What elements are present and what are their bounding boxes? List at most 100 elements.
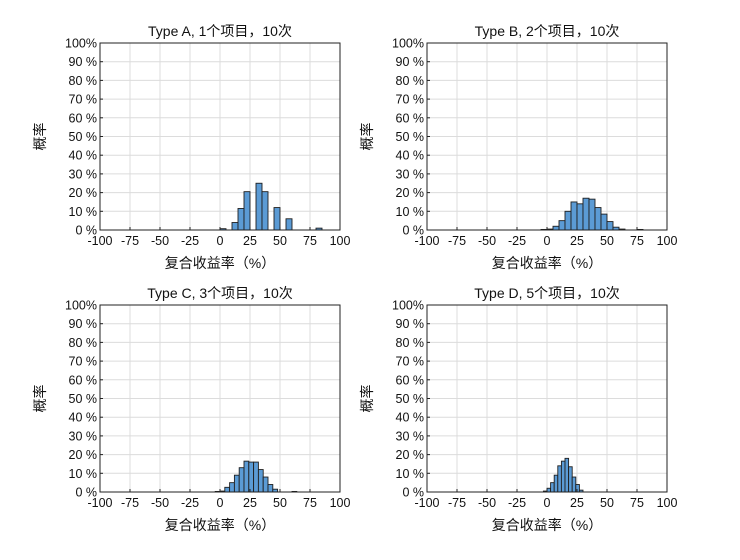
x-tick-label: 100 bbox=[330, 496, 351, 510]
histogram-bar bbox=[564, 210, 572, 231]
histogram-bar bbox=[238, 467, 245, 493]
y-tick-label: 50 % bbox=[69, 130, 98, 144]
y-tick-label: 60 % bbox=[69, 111, 98, 125]
chart-title: Type C, 3个项目，10次 bbox=[147, 285, 293, 301]
histogram-bar bbox=[273, 207, 281, 231]
y-tick-label: 0 % bbox=[75, 224, 97, 238]
y-tick-label: 10 % bbox=[396, 467, 425, 481]
x-tick-label: 100 bbox=[330, 234, 351, 248]
histogram-bar bbox=[231, 222, 239, 231]
histogram-bar bbox=[285, 218, 293, 231]
chart-title: Type A, 1个项目，10次 bbox=[148, 23, 292, 39]
x-tick-label: 100 bbox=[657, 234, 678, 248]
x-tick-label: 50 bbox=[600, 234, 614, 248]
y-tick-label: 50 % bbox=[396, 392, 425, 406]
chart-title: Type B, 2个项目，10次 bbox=[475, 23, 620, 39]
y-tick-label: 40 % bbox=[396, 149, 425, 163]
y-tick-label: 30 % bbox=[69, 429, 98, 443]
x-tick-label: -50 bbox=[151, 496, 169, 510]
y-tick-label: 20 % bbox=[396, 448, 425, 462]
y-tick-label: 60 % bbox=[396, 111, 425, 125]
y-axis-label: 概率 bbox=[359, 385, 375, 413]
y-tick-label: 70 % bbox=[396, 355, 425, 369]
y-tick-label: 80 % bbox=[69, 74, 98, 88]
y-tick-label: 10 % bbox=[69, 205, 98, 219]
histogram-bar bbox=[606, 221, 614, 231]
y-tick-label: 90 % bbox=[69, 55, 98, 69]
y-tick-label: 100% bbox=[392, 37, 424, 51]
x-tick-label: -75 bbox=[448, 234, 466, 248]
histogram-bar bbox=[224, 486, 231, 493]
x-tick-label: 75 bbox=[303, 234, 317, 248]
histogram-bar bbox=[588, 198, 596, 231]
x-tick-label: -25 bbox=[181, 234, 199, 248]
y-tick-label: 0 % bbox=[75, 486, 97, 500]
y-tick-label: 0 % bbox=[402, 486, 424, 500]
y-tick-label: 70 % bbox=[69, 355, 98, 369]
histogram-bar bbox=[257, 469, 264, 493]
y-tick-label: 30 % bbox=[69, 167, 98, 181]
histogram-bar bbox=[571, 476, 577, 493]
y-axis-label: 概率 bbox=[359, 123, 375, 151]
chart-panel-4: -100 -75 -50 -25 0 25 50 75 100 0 % 10 % 20 % 30 % 40… bbox=[359, 285, 677, 533]
histogram-bar bbox=[267, 484, 274, 493]
x-tick-label: -50 bbox=[478, 234, 496, 248]
x-tick-label: -100 bbox=[414, 496, 439, 510]
y-tick-label: 60 % bbox=[396, 373, 425, 387]
x-tick-label: -25 bbox=[181, 496, 199, 510]
x-tick-label: -100 bbox=[87, 496, 112, 510]
y-tick-label: 30 % bbox=[396, 429, 425, 443]
y-tick-label: 70 % bbox=[69, 93, 98, 107]
x-axis-label: 复合收益率（%） bbox=[165, 255, 275, 271]
x-tick-label: 25 bbox=[570, 496, 584, 510]
y-tick-label: 80 % bbox=[69, 336, 98, 350]
x-tick-label: 50 bbox=[600, 496, 614, 510]
histogram-bar bbox=[582, 197, 590, 231]
chart-panel-2: -100 -75 -50 -25 0 25 50 75 100 0 % 10 % 20 % 30 % 40… bbox=[359, 23, 677, 271]
x-tick-label: 50 bbox=[273, 234, 287, 248]
x-tick-label: -100 bbox=[87, 234, 112, 248]
x-axis-label: 复合收益率（%） bbox=[492, 517, 602, 533]
histogram-bar bbox=[243, 460, 250, 493]
x-tick-label: 50 bbox=[273, 496, 287, 510]
y-tick-label: 50 % bbox=[396, 130, 425, 144]
histogram-bar bbox=[255, 182, 263, 231]
histogram-bar bbox=[552, 225, 560, 231]
y-tick-label: 100% bbox=[392, 299, 424, 313]
histogram-bar bbox=[594, 207, 602, 231]
y-tick-label: 60 % bbox=[69, 373, 98, 387]
histogram-bar bbox=[575, 484, 580, 493]
histogram-bar bbox=[570, 201, 578, 231]
y-tick-label: 80 % bbox=[396, 74, 425, 88]
x-tick-label: -100 bbox=[414, 234, 439, 248]
x-tick-label: -75 bbox=[121, 496, 139, 510]
histogram-bar bbox=[261, 191, 269, 231]
histogram-bar bbox=[558, 220, 566, 231]
y-tick-label: 40 % bbox=[69, 149, 98, 163]
y-tick-label: 70 % bbox=[396, 93, 425, 107]
histogram-bar bbox=[576, 203, 584, 231]
histogram-bar bbox=[553, 474, 559, 493]
chart-title: Type D, 5个项目，10次 bbox=[474, 285, 620, 301]
y-axis-label: 概率 bbox=[32, 385, 48, 413]
histogram-bar bbox=[237, 208, 245, 231]
y-tick-label: 40 % bbox=[69, 411, 98, 425]
x-axis-label: 复合收益率（%） bbox=[492, 255, 602, 271]
y-tick-label: 10 % bbox=[396, 205, 425, 219]
histogram-bar bbox=[568, 466, 573, 493]
x-tick-label: 75 bbox=[630, 234, 644, 248]
y-axis-label: 概率 bbox=[32, 123, 48, 151]
x-tick-label: 25 bbox=[570, 234, 584, 248]
x-tick-label: 25 bbox=[243, 234, 257, 248]
histogram-bar bbox=[564, 457, 570, 493]
y-tick-label: 30 % bbox=[396, 167, 425, 181]
y-tick-label: 0 % bbox=[402, 224, 424, 238]
y-tick-label: 80 % bbox=[396, 336, 425, 350]
y-tick-label: 10 % bbox=[69, 467, 98, 481]
x-tick-label: 25 bbox=[243, 496, 257, 510]
y-tick-label: 90 % bbox=[396, 55, 425, 69]
y-tick-label: 20 % bbox=[69, 448, 98, 462]
x-tick-label: -25 bbox=[508, 234, 526, 248]
x-tick-label: -50 bbox=[151, 234, 169, 248]
y-tick-label: 90 % bbox=[69, 317, 98, 331]
